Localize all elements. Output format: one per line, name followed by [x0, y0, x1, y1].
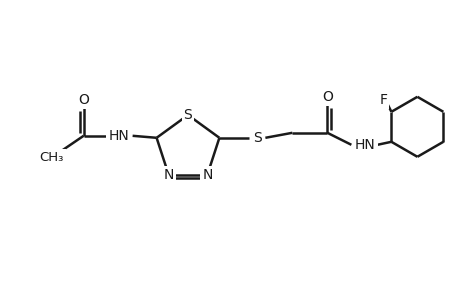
Text: O: O [78, 93, 89, 107]
Text: HN: HN [354, 138, 375, 152]
Text: HN: HN [108, 129, 129, 143]
Text: S: S [252, 131, 261, 145]
Text: N: N [202, 168, 212, 182]
Text: O: O [321, 90, 332, 104]
Text: CH₃: CH₃ [39, 151, 64, 164]
Text: N: N [163, 168, 174, 182]
Text: S: S [183, 108, 192, 122]
Text: F: F [379, 93, 386, 107]
